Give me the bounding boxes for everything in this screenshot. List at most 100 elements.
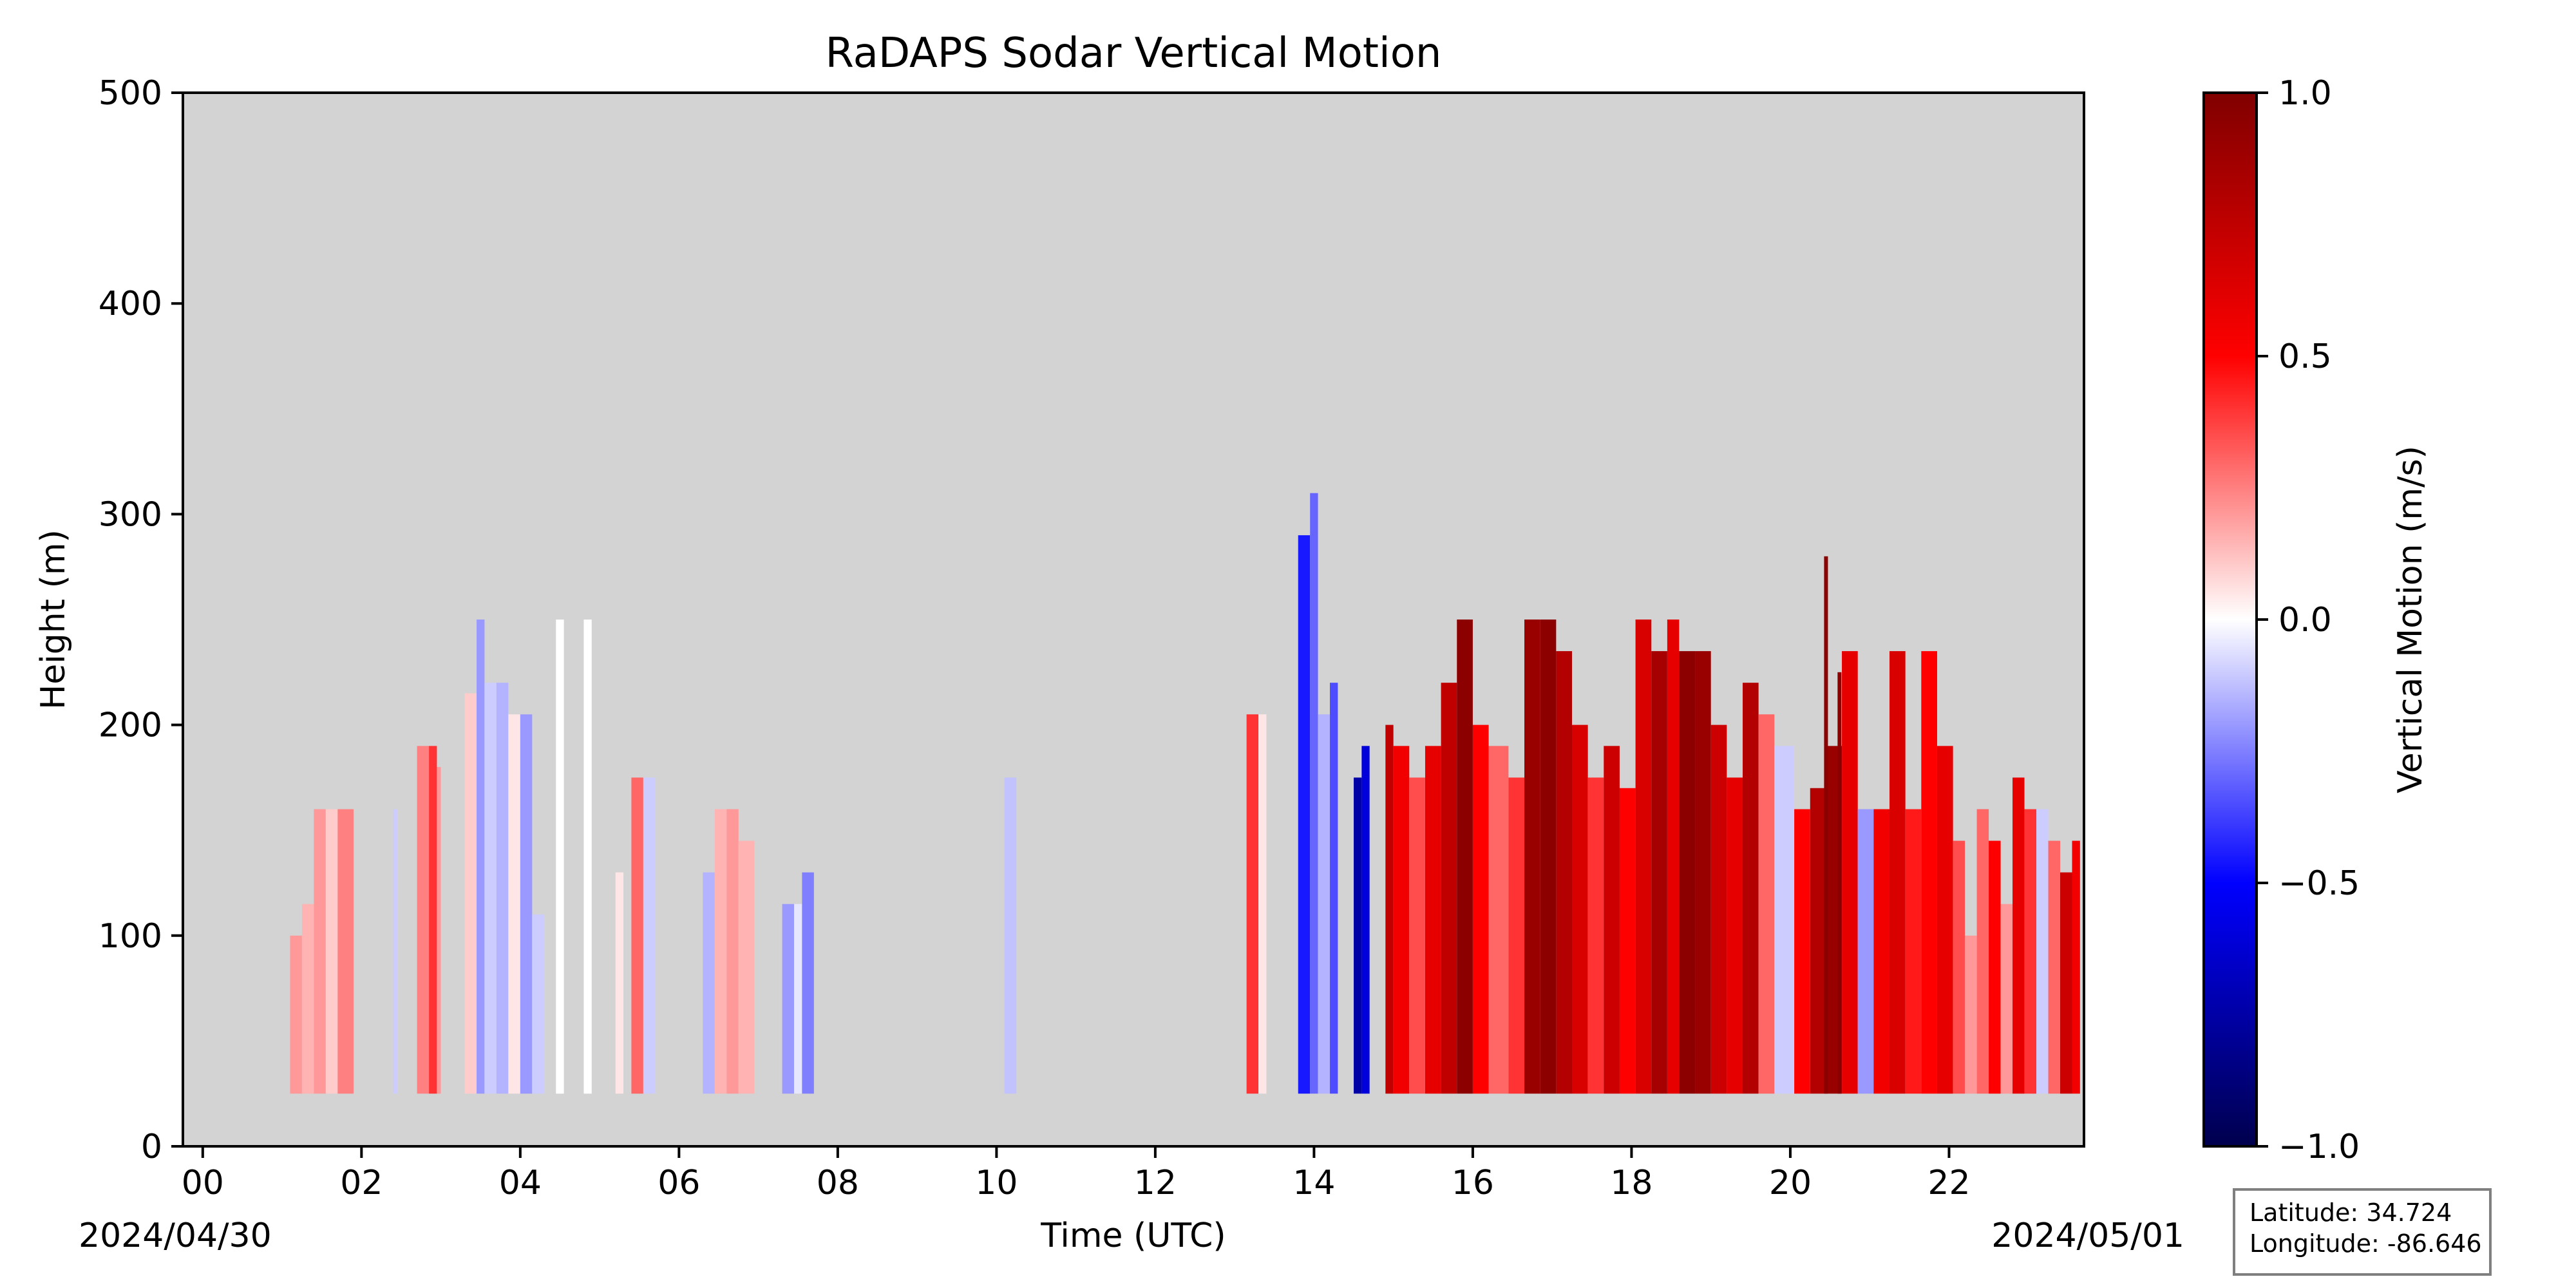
data-column xyxy=(1318,714,1331,1094)
data-column xyxy=(1937,746,1953,1094)
data-column xyxy=(1635,620,1652,1094)
data-column xyxy=(1667,620,1680,1094)
data-column xyxy=(337,809,354,1094)
data-column xyxy=(1330,683,1338,1094)
data-column xyxy=(532,914,544,1094)
data-column xyxy=(1540,620,1557,1094)
data-column xyxy=(714,809,727,1094)
plot-frame xyxy=(182,91,2085,1148)
data-column xyxy=(556,620,564,1094)
data-column xyxy=(496,683,509,1094)
y-tick-label: 100 xyxy=(99,917,162,956)
data-column xyxy=(631,777,643,1094)
data-column xyxy=(1004,777,1017,1094)
data-column xyxy=(520,714,533,1094)
data-column xyxy=(1472,724,1489,1094)
data-column xyxy=(1409,777,1425,1094)
data-column xyxy=(615,872,624,1094)
data-column xyxy=(1842,651,1858,1094)
data-column xyxy=(1989,840,2001,1094)
data-column xyxy=(484,683,497,1094)
data-spike xyxy=(1824,556,1828,1094)
data-column xyxy=(794,904,802,1094)
data-column xyxy=(703,872,715,1094)
data-column xyxy=(508,714,520,1094)
x-tick-label: 20 xyxy=(1769,1164,1812,1202)
data-column xyxy=(417,746,430,1094)
colorbar-ticks: 1.0 0.5 0.0 −0.5 −1.0 xyxy=(2257,74,2360,1166)
data-column xyxy=(1695,651,1711,1094)
data-column xyxy=(325,809,338,1094)
data-column xyxy=(1857,809,1874,1094)
data-column xyxy=(1556,651,1572,1094)
data-column xyxy=(1651,651,1667,1094)
data-column xyxy=(1953,840,1965,1094)
data-column xyxy=(1310,493,1318,1094)
data-column xyxy=(1619,788,1636,1094)
data-column xyxy=(393,809,397,1094)
data-column xyxy=(290,935,302,1094)
data-column xyxy=(1710,724,1727,1094)
end-date-label: 2024/05/01 xyxy=(1991,1217,2184,1255)
data-column xyxy=(1873,809,1890,1094)
x-tick-label: 02 xyxy=(340,1164,383,1202)
x-tick-label: 22 xyxy=(1927,1164,1970,1202)
data-column xyxy=(1727,777,1743,1094)
data-column xyxy=(2012,777,2025,1094)
y-axis: 0 100 200 300 400 500 xyxy=(99,74,183,1166)
x-tick-label: 18 xyxy=(1610,1164,1653,1202)
data-column xyxy=(643,777,656,1094)
data-column xyxy=(1393,746,1410,1094)
data-column xyxy=(1742,683,1759,1094)
data-column xyxy=(1587,777,1604,1094)
data-column xyxy=(1794,809,1810,1094)
x-tick-label: 06 xyxy=(658,1164,700,1202)
colorbar-tick-label: 0.5 xyxy=(2278,337,2332,376)
data-column xyxy=(1921,651,1937,1094)
data-column xyxy=(1905,809,1922,1094)
x-tick-label: 16 xyxy=(1452,1164,1494,1202)
data-column xyxy=(1508,777,1525,1094)
data-column xyxy=(1810,788,1826,1094)
data-column xyxy=(1774,746,1795,1094)
y-tick-label: 200 xyxy=(99,706,162,745)
y-tick-label: 500 xyxy=(99,74,162,113)
colorbar-tick-label: −0.5 xyxy=(2278,864,2360,903)
colorbar-label: Vertical Motion (m/s) xyxy=(2391,446,2430,793)
data-column xyxy=(2072,840,2080,1094)
data-column xyxy=(437,767,441,1094)
latitude-text: Latitude: 34.724 xyxy=(2249,1198,2452,1227)
x-axis: 00 02 04 06 08 10 12 14 16 18 20 22 xyxy=(182,1146,1971,1202)
longitude-text: Longitude: -86.646 xyxy=(2249,1229,2482,1258)
x-tick-label: 00 xyxy=(182,1164,224,1202)
data-column xyxy=(301,904,314,1094)
data-column xyxy=(782,904,795,1094)
data-column xyxy=(1604,746,1620,1094)
data-column xyxy=(1258,714,1267,1094)
chart-title: RaDAPS Sodar Vertical Motion xyxy=(826,30,1442,77)
x-tick-label: 12 xyxy=(1134,1164,1177,1202)
y-tick-label: 300 xyxy=(99,495,162,534)
data-column xyxy=(2036,809,2049,1094)
data-column xyxy=(314,809,326,1094)
data-column xyxy=(1758,714,1775,1094)
data-column xyxy=(583,620,592,1094)
data-column xyxy=(1965,935,1977,1094)
data-column xyxy=(2000,904,2013,1094)
data-column xyxy=(1976,809,1989,1094)
data-column xyxy=(1425,746,1441,1094)
data-column xyxy=(1889,651,1906,1094)
data-column xyxy=(1524,620,1540,1094)
data-column xyxy=(1571,724,1588,1094)
y-tick-label: 400 xyxy=(99,285,162,323)
x-axis-label: Time (UTC) xyxy=(1040,1217,1226,1255)
y-tick-label: 0 xyxy=(141,1128,162,1166)
colorbar-tick-label: 0.0 xyxy=(2278,601,2332,639)
data-column xyxy=(1457,620,1473,1094)
x-tick-label: 14 xyxy=(1293,1164,1335,1202)
data-column xyxy=(1246,714,1259,1094)
data-column xyxy=(464,693,477,1094)
data-column xyxy=(802,872,814,1094)
data-column xyxy=(2048,840,2061,1094)
x-tick-label: 10 xyxy=(975,1164,1018,1202)
